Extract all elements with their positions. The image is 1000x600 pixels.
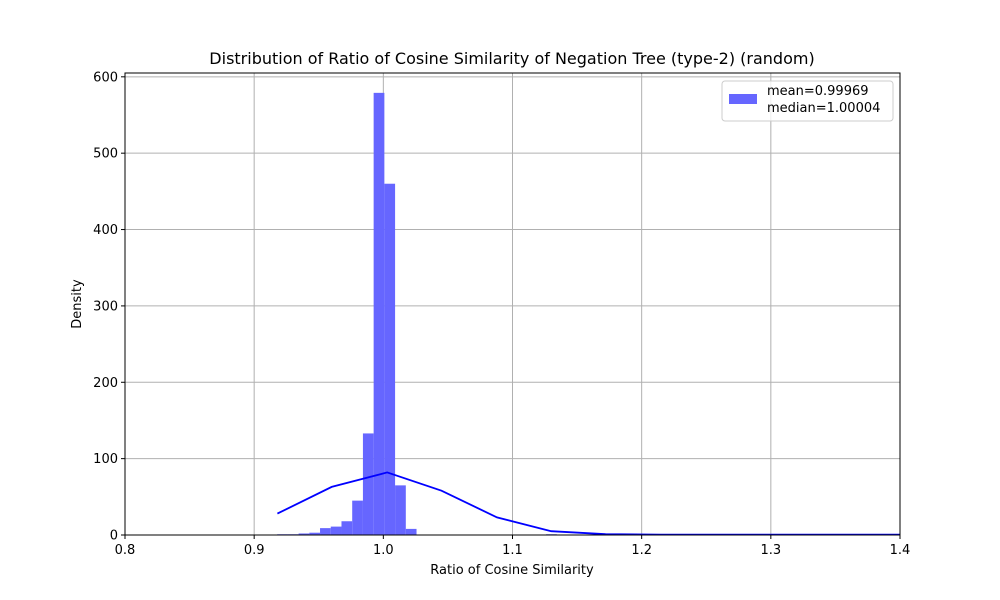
legend-entry-mean: mean=0.99969: [767, 84, 869, 99]
histogram-bar: [362, 433, 374, 535]
histogram-bar: [395, 485, 406, 535]
density-line: [277, 471, 900, 536]
x-tick-label: 0.9: [244, 543, 265, 558]
x-axis-label: Ratio of Cosine Similarity: [430, 563, 594, 578]
histogram-bar: [330, 526, 342, 535]
x-tick-label: 1.4: [890, 543, 911, 558]
histogram-bar: [298, 533, 310, 535]
x-tick-label: 1.0: [373, 543, 394, 558]
x-tick-label: 1.3: [760, 543, 781, 558]
legend: mean=0.99969 median=1.00004: [721, 80, 894, 122]
histogram-bar: [309, 532, 321, 535]
grid: [124, 73, 901, 536]
histogram-bars: [277, 92, 557, 535]
histogram-bar: [320, 528, 331, 535]
histogram-bar: [373, 92, 385, 535]
y-tick-label: 300: [93, 299, 118, 314]
y-tick-label: 200: [93, 376, 118, 391]
y-tick-label: 600: [93, 70, 118, 85]
y-tick-label: 400: [93, 223, 118, 238]
x-tick-label: 1.2: [631, 543, 652, 558]
y-axis-ticks: 0 100 200 300 400 500 600: [93, 70, 125, 544]
legend-entry-median: median=1.00004: [767, 101, 880, 116]
histogram-bar: [384, 183, 396, 535]
legend-box: [721, 80, 894, 122]
histogram-bar: [341, 521, 353, 535]
y-tick-label: 0: [110, 529, 118, 544]
y-tick-label: 100: [93, 452, 118, 467]
legend-swatch: [729, 94, 757, 104]
x-axis-ticks: 0.8 0.9 1.0 1.1 1.2 1.3 1.4: [115, 535, 911, 558]
y-axis-label: Density: [70, 279, 85, 329]
histogram-bar: [405, 528, 417, 535]
x-tick-label: 0.8: [115, 543, 136, 558]
histogram-bar: [352, 500, 363, 535]
density-line-layer: [277, 471, 900, 536]
chart-title: Distribution of Ratio of Cosine Similari…: [209, 49, 814, 68]
y-tick-label: 500: [93, 147, 118, 162]
x-tick-label: 1.1: [502, 543, 523, 558]
